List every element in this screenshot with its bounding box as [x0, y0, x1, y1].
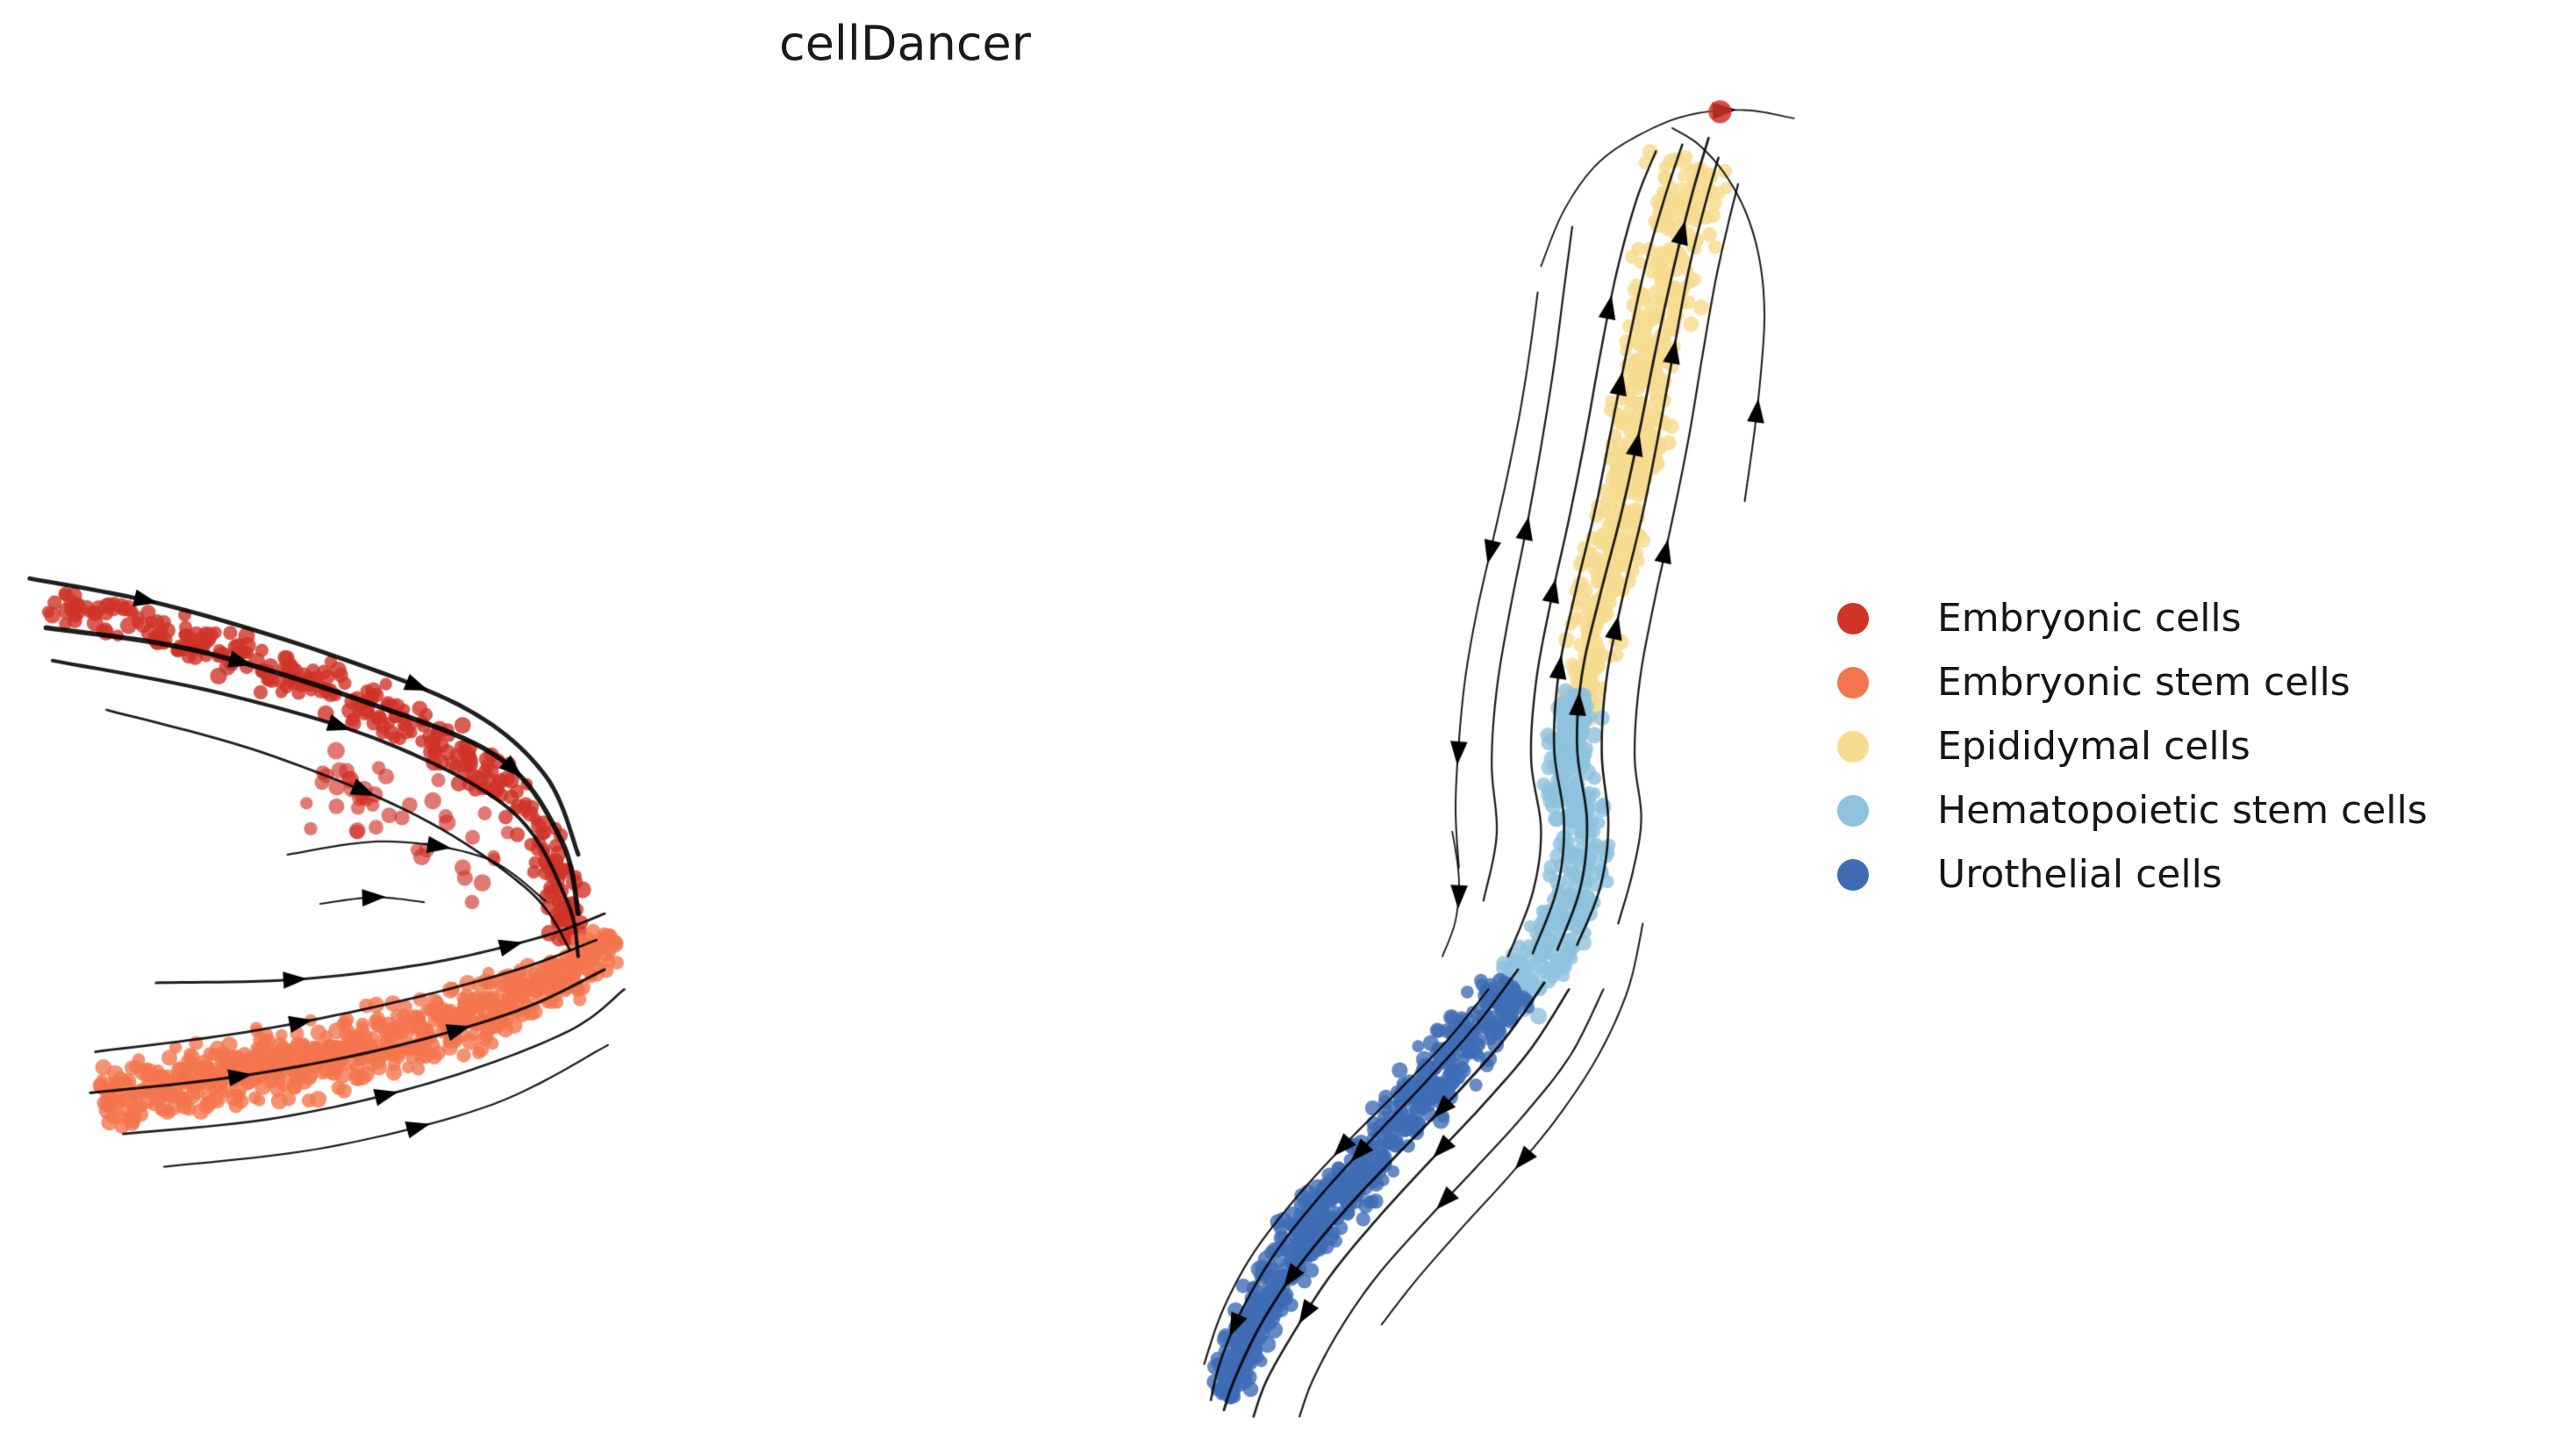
legend-item-hematopoietic-stem-cells: Hematopoietic stem cells: [1837, 778, 2428, 842]
legend-label: Embryonic cells: [1937, 595, 2242, 641]
chart-title: cellDancer: [779, 16, 1031, 71]
legend-swatch-icon: [1837, 602, 1869, 634]
legend-swatch-icon: [1837, 730, 1869, 763]
legend: Embryonic cells Embryonic stem cells Epi…: [1837, 586, 2428, 906]
legend-swatch-icon: [1837, 858, 1869, 891]
legend-label: Hematopoietic stem cells: [1937, 787, 2428, 833]
legend-label: Embryonic stem cells: [1937, 659, 2351, 705]
legend-item-embryonic-cells: Embryonic cells: [1837, 586, 2428, 650]
legend-item-embryonic-stem-cells: Embryonic stem cells: [1837, 650, 2428, 714]
legend-swatch-icon: [1837, 666, 1869, 699]
legend-item-urothelial-cells: Urothelial cells: [1837, 842, 2428, 906]
legend-item-epididymal-cells: Epididymal cells: [1837, 714, 2428, 778]
legend-label: Urothelial cells: [1937, 851, 2222, 897]
legend-swatch-icon: [1837, 794, 1869, 827]
legend-label: Epididymal cells: [1937, 723, 2250, 769]
